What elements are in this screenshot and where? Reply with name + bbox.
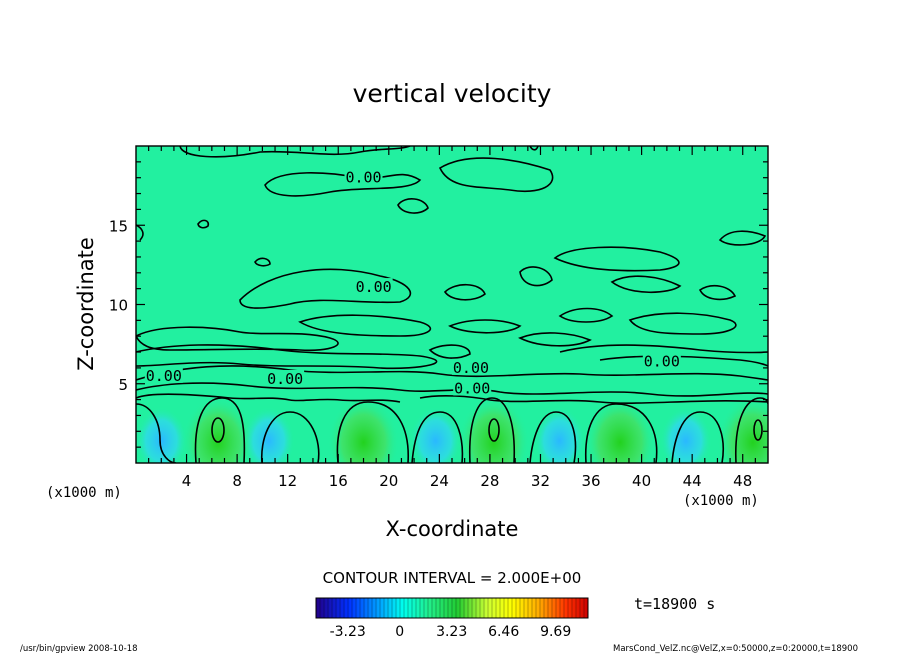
time-label: t=18900 s xyxy=(634,595,715,613)
x-tick-label-28: 28 xyxy=(480,472,499,490)
colorbar-tick-0: -3.23 xyxy=(330,624,366,640)
x-tick-label-12: 12 xyxy=(278,472,297,490)
downdraft-shade-4 xyxy=(659,406,712,463)
contour-labels: 0.00 0.00 0.00 0.00 0.00 0.00 0.00 xyxy=(144,168,681,398)
contour-label-2: 0.00 xyxy=(146,367,182,385)
x-tick-label-16: 16 xyxy=(329,472,348,490)
downdraft-shade-0 xyxy=(136,406,188,463)
contour-label-bg-5 xyxy=(453,379,492,396)
contour-label-bg-1 xyxy=(354,278,393,295)
colorbar-segments xyxy=(319,598,585,618)
contour-label-bg-4 xyxy=(451,358,490,375)
x-unit-right: (x1000 m) xyxy=(683,493,759,509)
colorbar-tick-4: 9.69 xyxy=(540,624,571,640)
contour-label-bg-6 xyxy=(642,352,681,369)
x-tick-label-4: 4 xyxy=(182,472,192,490)
y-tick-label-15: 15 xyxy=(109,217,128,235)
downdraft-shade-2 xyxy=(409,406,462,463)
updraft-shade-4 xyxy=(716,396,768,463)
x-tick-label-24: 24 xyxy=(430,472,449,490)
updraft-shade-3 xyxy=(584,396,657,463)
downdraft-shade-1 xyxy=(242,406,295,463)
footer-left: /usr/bin/gpview 2008-10-18 xyxy=(20,644,138,654)
contour-interval-text: CONTOUR INTERVAL = 2.000E+00 xyxy=(323,569,582,587)
colorbar-tick-1: 0 xyxy=(395,624,404,640)
colorbar-tick-3: 6.46 xyxy=(488,624,519,640)
y-tick-label-5: 5 xyxy=(118,376,128,394)
contour-label-bg-3 xyxy=(266,369,305,386)
x-tick-label-44: 44 xyxy=(683,472,702,490)
contour-label-bg-0 xyxy=(344,168,383,185)
updraft-shade-1 xyxy=(327,396,400,463)
x-tick-label-48: 48 xyxy=(733,472,752,490)
contour-label-0: 0.00 xyxy=(345,169,381,187)
contour-lines xyxy=(136,146,768,463)
downdraft-shade-3 xyxy=(533,406,586,463)
footer-right: MarsCond_VelZ.nc@VelZ,x=0:50000,z=0:2000… xyxy=(613,644,858,654)
x-unit-left: (x1000 m) xyxy=(46,485,122,501)
contour-label-bg-2 xyxy=(144,366,183,383)
contour-label-3: 0.00 xyxy=(267,370,303,388)
x-tick-label-36: 36 xyxy=(581,472,600,490)
chart-title: vertical velocity xyxy=(353,79,552,108)
contour-label-5: 0.00 xyxy=(454,380,490,398)
x-tick-label-20: 20 xyxy=(379,472,398,490)
colorbar-tick-2: 3.23 xyxy=(436,624,467,640)
axis-ticks xyxy=(136,146,768,463)
colorbar-tick-labels: -3.23 0 3.23 6.46 9.69 xyxy=(330,624,572,640)
x-axis-label: X-coordinate xyxy=(386,517,519,541)
velocity-shading xyxy=(136,396,768,463)
y-axis-label: Z-coordinate xyxy=(74,237,98,371)
x-tick-label-32: 32 xyxy=(531,472,550,490)
updraft-shade-0 xyxy=(182,396,255,463)
contour-label-6: 0.00 xyxy=(644,353,680,371)
x-tick-label-40: 40 xyxy=(632,472,651,490)
x-tick-label-8: 8 xyxy=(232,472,242,490)
contour-label-1: 0.00 xyxy=(356,278,392,296)
contour-label-4: 0.00 xyxy=(453,359,489,377)
y-tick-label-10: 10 xyxy=(109,297,128,315)
